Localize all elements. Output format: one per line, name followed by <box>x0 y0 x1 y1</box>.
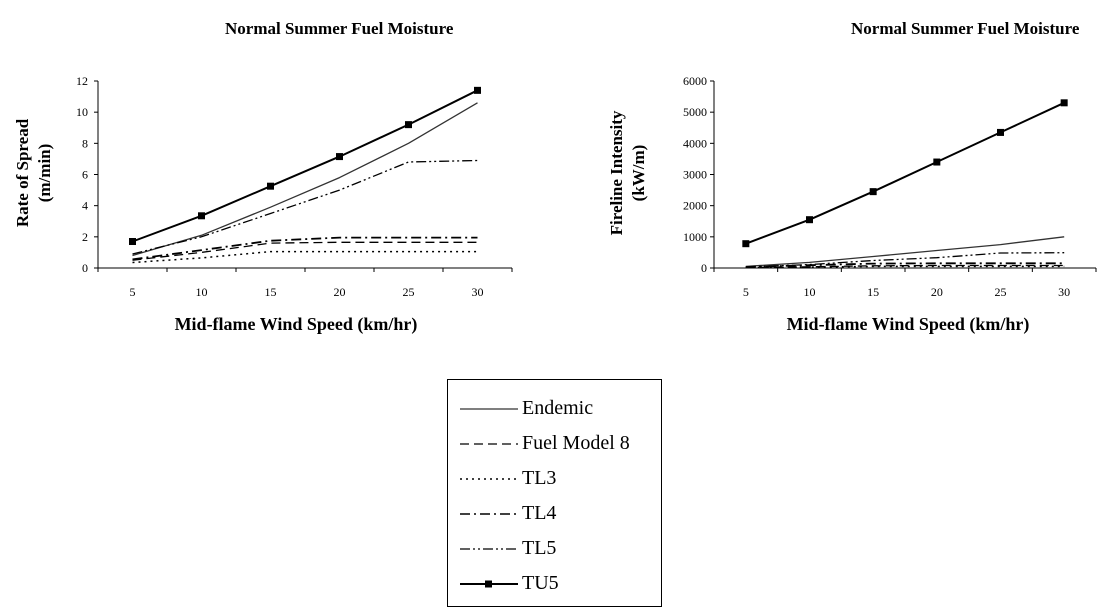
series-line-tl5 <box>745 252 1065 268</box>
legend-label-tl3: TL3 <box>522 467 557 489</box>
legend-swatch-tl4 <box>460 513 518 515</box>
series-point-tu5 <box>267 182 274 190</box>
y-tick-label: 1000 <box>683 230 707 244</box>
series-point-tu5 <box>129 238 136 246</box>
y-tick-label: 5000 <box>683 105 707 119</box>
chart-title: Normal Summer Fuel Moisture <box>851 19 1080 38</box>
legend-swatch-tl5 <box>460 548 518 550</box>
y-tick-label: 4 <box>82 199 88 213</box>
y-tick-label: 4000 <box>683 136 707 150</box>
x-tick-label: 30 <box>472 285 484 299</box>
y-tick-label: 0 <box>701 261 707 275</box>
x-tick-label: 10 <box>804 285 816 299</box>
y-axis-label: Rate of Spread <box>13 118 32 227</box>
legend-label-tl5: TL5 <box>522 537 557 559</box>
y-axis-label: Fireline Intensity <box>607 110 626 235</box>
x-tick-label: 30 <box>1058 285 1070 299</box>
x-tick-label: 15 <box>265 285 277 299</box>
legend-swatch-tu5 <box>460 580 518 588</box>
series-line-tl4 <box>745 262 1065 268</box>
x-tick-label: 15 <box>867 285 879 299</box>
legend-item-tl4: TL4 <box>448 499 661 529</box>
x-tick-label: 20 <box>931 285 943 299</box>
x-tick-label: 20 <box>334 285 346 299</box>
y-tick-label: 0 <box>82 261 88 275</box>
series-point-tu5 <box>1060 99 1068 107</box>
y-tick-label: 2000 <box>683 199 707 213</box>
chart-1: Normal Summer Fuel Moisture 0 2 4 6 8 10 12 5 10 1… <box>13 19 513 335</box>
x-tick-label: 5 <box>743 285 749 299</box>
series-point-tu5 <box>869 188 877 196</box>
series-line-tl3 <box>132 250 478 264</box>
series-point-tu5 <box>198 212 205 220</box>
y-tick-label: 10 <box>76 105 88 119</box>
y-tick-label: 8 <box>82 136 88 150</box>
series-point-tu5 <box>336 153 343 161</box>
x-axis-label: Mid-flame Wind Speed (km/hr) <box>787 314 1030 335</box>
legend-item-tl5: TL5 <box>448 534 661 564</box>
y-tick-label: 3000 <box>683 168 707 182</box>
legend-item-tl3: TL3 <box>448 464 661 494</box>
x-axis-label: Mid-flame Wind Speed (km/hr) <box>175 314 418 335</box>
series-point-tu5 <box>405 121 412 129</box>
chart-legend: Endemic Fuel Model 8 TL3 TL4 TL5 TU5 <box>447 379 662 607</box>
legend-swatch-endemic <box>460 408 518 410</box>
y-tick-label: 12 <box>76 74 88 88</box>
series-point-tu5 <box>474 86 481 94</box>
chart-2: Normal Summer Fuel Moisture 0 1000 2000 3000… <box>607 19 1097 335</box>
legend-swatch-tl3 <box>460 478 518 480</box>
series-line-fuel-model-8 <box>132 241 478 261</box>
y-tick-label: 2 <box>82 230 88 244</box>
legend-item-tu5: TU5 <box>448 569 661 599</box>
chart-title: Normal Summer Fuel Moisture <box>225 19 454 38</box>
x-tick-label: 25 <box>403 285 415 299</box>
legend-label-endemic: Endemic <box>522 397 594 419</box>
series-line-tl4 <box>132 236 478 261</box>
series-line-endemic <box>745 236 1065 268</box>
series-line-fuel-model-8 <box>745 264 1065 269</box>
legend-item-fuel-model-8: Fuel Model 8 <box>448 429 661 459</box>
x-tick-label: 10 <box>196 285 208 299</box>
series-point-tu5 <box>997 128 1004 136</box>
series-point-tu5 <box>806 216 813 224</box>
series-point-tu5 <box>933 158 941 166</box>
y-tick-label: 6000 <box>683 74 707 88</box>
series-line-tu5 <box>132 89 478 243</box>
series-line-tu5 <box>745 101 1065 245</box>
y-axis-label-units: (kW/m) <box>629 145 648 202</box>
legend-label-tl4: TL4 <box>522 502 557 524</box>
y-tick-label: 6 <box>82 168 88 182</box>
series-line-endemic <box>132 102 478 257</box>
x-tick-label: 5 <box>130 285 136 299</box>
y-axis-label-units: (m/min) <box>35 144 54 203</box>
legend-item-endemic: Endemic <box>448 394 661 424</box>
series-point-tu5 <box>742 240 750 248</box>
legend-label-tu5: TU5 <box>522 572 559 594</box>
series-line-tl5 <box>132 159 478 255</box>
series-line-tl3 <box>745 265 1065 269</box>
legend-swatch-fuel-model-8 <box>460 443 518 445</box>
legend-label-fuel-model-8: Fuel Model 8 <box>522 432 630 454</box>
x-tick-label: 25 <box>995 285 1007 299</box>
